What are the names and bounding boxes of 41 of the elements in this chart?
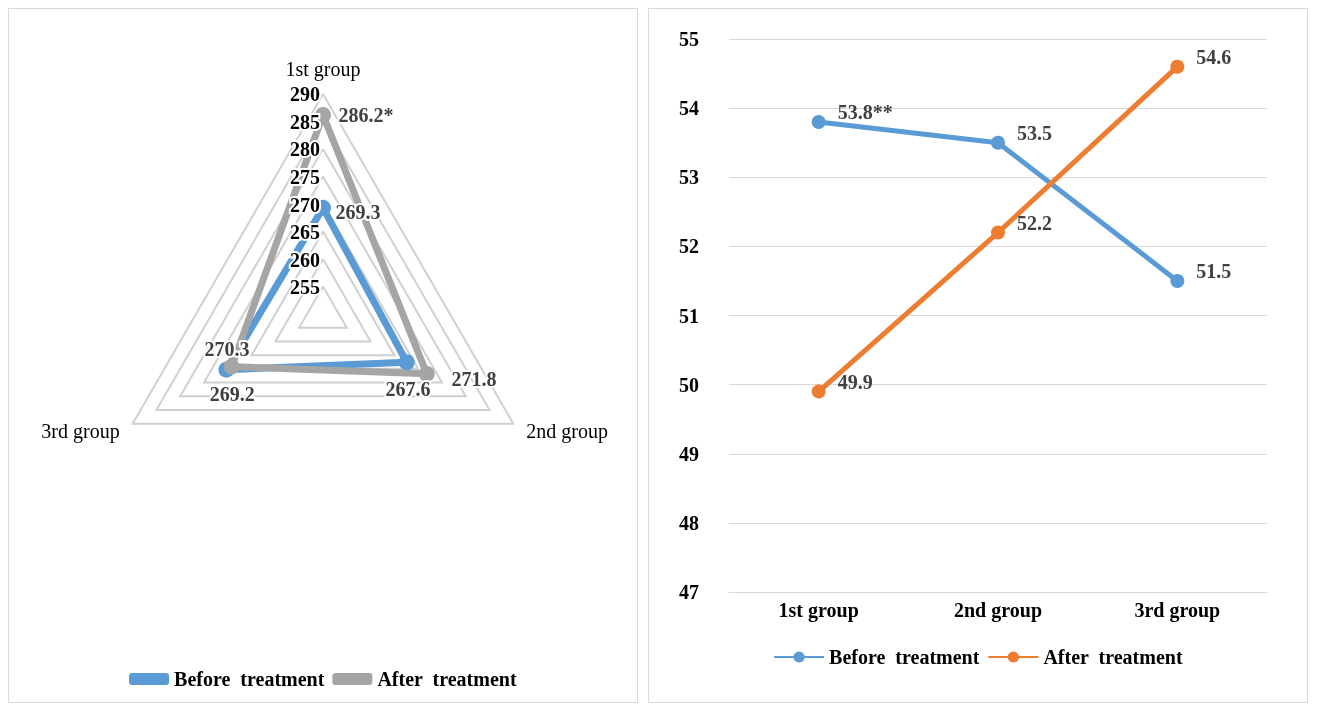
data-label: 52.2 xyxy=(1017,211,1052,234)
y-tick-label: 52 xyxy=(679,235,699,258)
legend-label: Before treatment xyxy=(174,668,325,690)
y-tick-label: 51 xyxy=(679,304,699,327)
point xyxy=(991,225,1005,240)
x-tick-label: 2nd group xyxy=(953,599,1043,622)
y-tick-label: 54 xyxy=(679,97,699,120)
y-tick-label: 55 xyxy=(679,28,699,50)
data-label: 53.5 xyxy=(1017,121,1052,144)
data-label: 53.8** xyxy=(837,100,893,123)
y-tick-label: 47 xyxy=(679,581,699,603)
data-label: 51.5 xyxy=(1196,259,1232,282)
point xyxy=(1170,273,1185,288)
spoke-label: 3rd group xyxy=(41,420,120,444)
y-tick-label: 275 xyxy=(290,165,320,188)
point xyxy=(991,135,1005,150)
spoke-label: 2nd group xyxy=(526,420,609,444)
y-tick-label: 280 xyxy=(290,138,320,161)
data-label: 269.3 xyxy=(335,201,381,224)
y-tick-label: 49 xyxy=(679,442,699,465)
point xyxy=(811,384,826,399)
y-tick-label: 48 xyxy=(679,511,699,534)
data-label: 269.2 xyxy=(209,382,255,405)
x-tick-label: 1st group xyxy=(778,599,859,622)
legend-label: After treatment xyxy=(377,668,517,690)
point xyxy=(1170,59,1185,74)
x-tick-label: 3rd group xyxy=(1134,599,1221,622)
legend-label: After treatment xyxy=(1043,646,1183,668)
data-label: 54.6 xyxy=(1196,45,1232,68)
spoke-label: 1st group xyxy=(285,58,361,82)
y-tick-label: 50 xyxy=(679,373,699,396)
data-label: 271.8 xyxy=(451,367,497,390)
data-label: 49.9 xyxy=(837,370,873,393)
y-tick-label: 285 xyxy=(290,110,320,133)
y-tick-label: 53 xyxy=(679,166,699,189)
y-tick-label: 290 xyxy=(290,83,320,106)
point xyxy=(811,114,826,129)
legend-label: Before treatment xyxy=(829,646,980,668)
data-label: 286.2* xyxy=(338,104,394,127)
data-label: 267.6 xyxy=(385,378,431,401)
y-tick-label: 255 xyxy=(290,276,320,299)
